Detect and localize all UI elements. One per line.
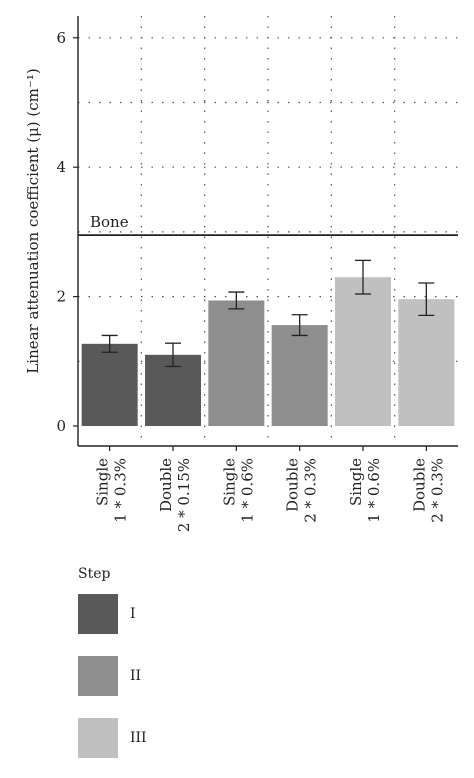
y-tick-label: 4 <box>56 158 66 176</box>
x-tick-label-4-1: Double <box>284 458 302 512</box>
x-tick-label-3-1: Single <box>220 458 238 506</box>
bar-3 <box>208 300 265 426</box>
legend-label-i: I <box>130 606 136 622</box>
legend: Step I II III <box>78 566 147 778</box>
legend-swatch-iii <box>78 718 118 758</box>
x-tick-label-1-1: Single <box>94 458 112 506</box>
axis-labels: 0 2 4 6 Linear attenuation coefficient (μ) (… <box>24 29 446 532</box>
y-axis-title: Linear attenuation coefficient (μ) (cm⁻¹… <box>24 68 42 373</box>
bone-reference-label: Bone <box>90 213 129 231</box>
y-tick-label: 2 <box>56 288 66 306</box>
legend-label-ii: II <box>130 668 142 684</box>
x-tick-label-2-1: Double <box>157 458 175 512</box>
x-tick-label-6-1: Double <box>410 458 428 512</box>
x-tick-label-6-2: 2 * 0.3% <box>428 458 446 523</box>
legend-label-iii: III <box>130 730 147 746</box>
legend-swatch-ii <box>78 656 118 696</box>
x-tick-label-4-2: 2 * 0.3% <box>302 458 320 523</box>
x-tick-label-3-2: 1 * 0.6% <box>238 458 256 523</box>
y-tick-label: 6 <box>56 29 66 47</box>
x-tick-label-2-2: 2 * 0.15% <box>175 458 193 532</box>
bar-6 <box>398 299 455 426</box>
bar-chart: Bone 0 2 4 6 Linear attenuation coefficient … <box>24 16 458 532</box>
x-tick-label-1-2: 1 * 0.3% <box>112 458 130 523</box>
x-tick-label-5-2: 1 * 0.6% <box>365 458 383 523</box>
legend-item-iii: III <box>78 716 147 760</box>
bar-4 <box>271 325 328 426</box>
bar-1 <box>81 343 138 426</box>
grid-lines <box>78 16 458 446</box>
bone-reference: Bone <box>78 213 458 237</box>
y-tick-label: 0 <box>56 417 66 435</box>
legend-title: Step <box>78 566 111 582</box>
legend-swatch-i <box>78 594 118 634</box>
axes <box>73 16 458 451</box>
legend-item-ii: II <box>78 654 147 698</box>
error-bars <box>101 259 435 368</box>
bar-5 <box>335 277 391 426</box>
legend-item-i: I <box>78 592 147 636</box>
x-tick-label-5-1: Single <box>347 458 365 506</box>
